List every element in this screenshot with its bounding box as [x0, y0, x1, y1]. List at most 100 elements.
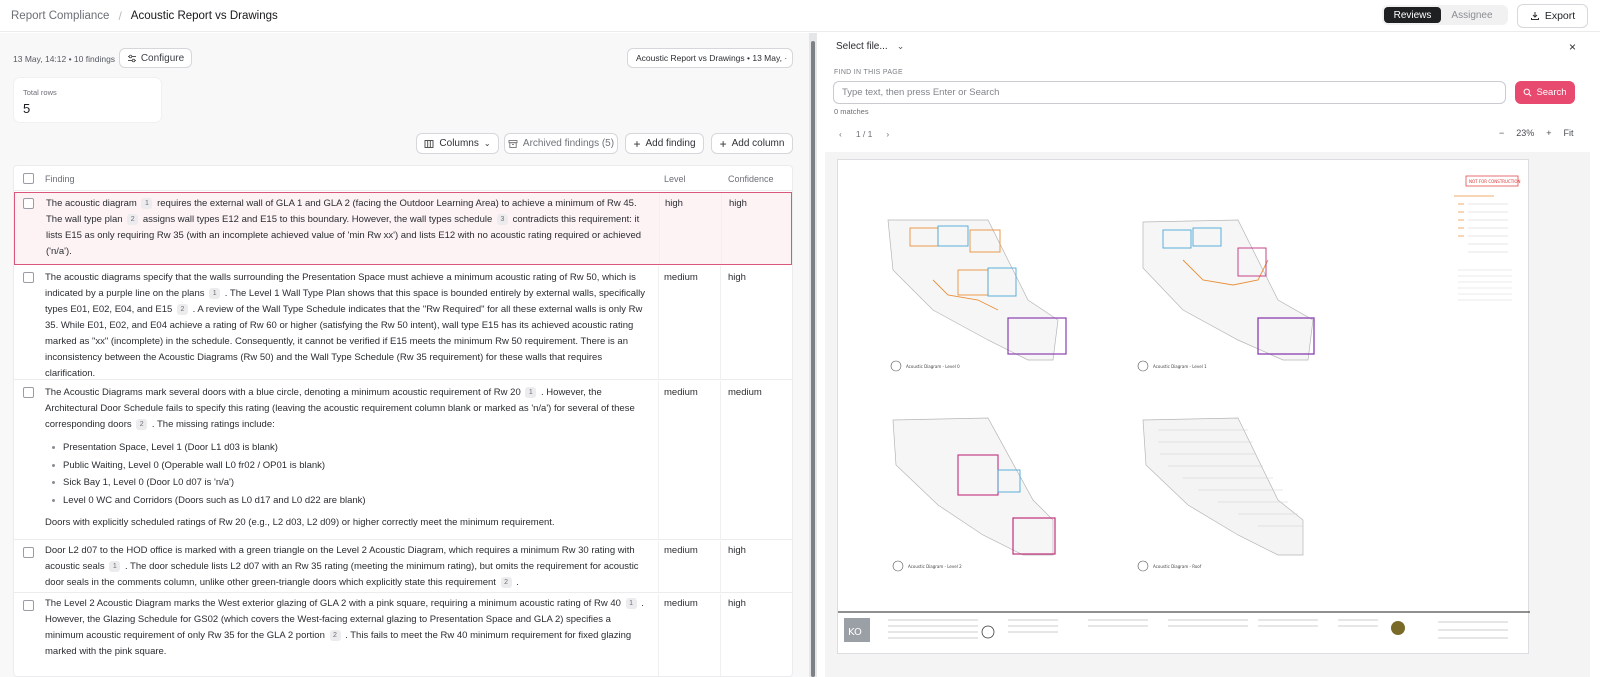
reviews-tab[interactable]: Reviews	[1384, 7, 1441, 23]
missing-ratings-list: Presentation Space, Level 1 (Door L1 d03…	[45, 439, 645, 509]
plus-icon: +	[633, 136, 641, 151]
add-finding-button[interactable]: + Add finding	[625, 133, 704, 154]
findings-table: Finding Level Confidence The acoustic di…	[13, 165, 793, 677]
table-row[interactable]: The acoustic diagram 1 requires the exte…	[14, 192, 792, 265]
configure-button[interactable]: Configure	[119, 48, 192, 68]
find-input[interactable]: Type text, then press Enter or Search	[833, 81, 1506, 104]
row-checkbox[interactable]	[23, 600, 34, 611]
level-value: medium	[664, 272, 698, 283]
table-row[interactable]: The Level 2 Acoustic Diagram marks the W…	[14, 594, 792, 676]
reference-badge[interactable]: 2	[500, 577, 512, 588]
level-value: medium	[664, 545, 698, 556]
finding-text: The acoustic diagrams specify that the w…	[45, 272, 645, 379]
svg-text:Acoustic Diagram - Level 0: Acoustic Diagram - Level 0	[906, 364, 960, 369]
view-toggle: Reviews Assignee	[1382, 5, 1508, 25]
row-checkbox[interactable]	[23, 547, 34, 558]
total-rows-card: Total rows 5	[13, 77, 162, 123]
row-checkbox[interactable]	[23, 198, 34, 209]
plan-level-1: Acoustic Diagram - Level 1	[1137, 219, 1315, 372]
list-item: Presentation Space, Level 1 (Door L1 d03…	[45, 439, 645, 457]
breadcrumb-separator: /	[118, 8, 122, 23]
chevron-down-icon: ⌄	[896, 41, 905, 51]
list-item: Sick Bay 1, Level 0 (Door L0 d07 is 'n/a…	[45, 474, 645, 492]
document-viewer: Select file... ⌄ × FIND IN THIS PAGE Typ…	[817, 33, 1600, 677]
confidence-value: medium	[728, 387, 762, 398]
reference-badge[interactable]: 2	[329, 630, 341, 641]
export-label: Export	[1544, 10, 1576, 22]
search-label: Search	[1536, 87, 1567, 98]
table-row[interactable]: Door L2 d07 to the HOD office is marked …	[14, 541, 792, 593]
column-header-finding[interactable]: Finding	[45, 174, 75, 184]
reference-badge[interactable]: 1	[209, 288, 221, 299]
columns-label: Columns	[439, 138, 479, 149]
reference-badge[interactable]: 2	[127, 214, 139, 225]
plus-icon: +	[719, 136, 727, 151]
add-column-label: Add column	[731, 138, 785, 149]
finding-text: Door L2 d07 to the HOD office is marked …	[45, 545, 639, 588]
archive-icon	[508, 139, 518, 148]
add-column-button[interactable]: + Add column	[711, 133, 793, 154]
close-icon[interactable]: ×	[1569, 40, 1577, 54]
prev-page-icon[interactable]: ‹	[839, 129, 842, 139]
run-meta: 13 May, 14:12 • 10 findings	[13, 54, 116, 64]
zoom-level: 23%	[1516, 128, 1535, 138]
table-row[interactable]: The Acoustic Diagrams mark several doors…	[14, 381, 792, 540]
column-header-level[interactable]: Level	[664, 174, 686, 184]
zoom-in-button[interactable]: +	[1546, 128, 1552, 138]
select-all-checkbox[interactable]	[23, 173, 34, 184]
finding-text: The acoustic diagram 1 requires the exte…	[46, 198, 642, 257]
next-page-icon[interactable]: ›	[886, 129, 890, 139]
file-select[interactable]: Select file... ⌄	[836, 41, 904, 52]
assignee-tab[interactable]: Assignee	[1451, 9, 1493, 21]
chevron-down-icon: ⌄	[483, 139, 491, 148]
reference-badge[interactable]: 1	[141, 198, 153, 209]
list-item: Public Waiting, Level 0 (Operable wall L…	[45, 457, 645, 475]
svg-text:Acoustic Diagram - Level 1: Acoustic Diagram - Level 1	[1153, 364, 1207, 369]
add-finding-label: Add finding	[645, 138, 696, 149]
columns-icon	[424, 139, 434, 148]
acoustic-drawing: Acoustic Diagram - Level 0 Acoustic Diag…	[838, 175, 1530, 642]
archived-findings-label: Archived findings (5)	[522, 138, 615, 149]
total-rows-label: Total rows	[23, 88, 57, 97]
column-header-confidence[interactable]: Confidence	[728, 174, 774, 184]
reference-badge[interactable]: 1	[525, 387, 537, 398]
finding-text: The Level 2 Acoustic Diagram marks the W…	[45, 598, 644, 657]
svg-text:Acoustic Diagram - Level 2: Acoustic Diagram - Level 2	[908, 564, 962, 569]
report-select[interactable]: Acoustic Report vs Drawings • 13 May, ·	[627, 48, 793, 68]
match-count: 0 matches	[834, 107, 869, 116]
table-row[interactable]: The acoustic diagrams specify that the w…	[14, 266, 792, 380]
total-rows-value: 5	[23, 101, 31, 116]
drawing-sheet: Acoustic Diagram - Level 0 Acoustic Diag…	[837, 159, 1530, 654]
fit-button[interactable]: Fit	[1563, 128, 1574, 138]
reference-badge[interactable]: 1	[625, 598, 637, 609]
reference-badge[interactable]: 2	[136, 419, 148, 430]
file-select-label: Select file...	[836, 41, 888, 52]
page-nav: ‹ 1 / 1 ›	[839, 129, 889, 139]
confidence-value: high	[728, 598, 746, 609]
zoom-out-button[interactable]: −	[1499, 128, 1505, 138]
top-bar: Report Compliance / Acoustic Report vs D…	[0, 0, 1600, 32]
plan-level-0: Acoustic Diagram - Level 0	[887, 219, 1067, 372]
findings-panel: 13 May, 14:12 • 10 findings Configure Ac…	[0, 33, 809, 677]
zoom-controls: − 23% + Fit	[1499, 128, 1574, 138]
plan-level-2: Acoustic Diagram - Level 2	[892, 417, 1056, 572]
search-button[interactable]: Search	[1515, 81, 1575, 104]
panel-resize-handle[interactable]	[809, 33, 817, 677]
reference-badge[interactable]: 1	[109, 561, 121, 572]
breadcrumb-root[interactable]: Report Compliance	[11, 9, 110, 22]
columns-button[interactable]: Columns ⌄	[416, 133, 499, 154]
row-checkbox[interactable]	[23, 387, 34, 398]
reference-badge[interactable]: 2	[176, 304, 188, 315]
drawing-logo: KO	[848, 627, 862, 638]
sliders-icon	[127, 54, 136, 62]
drawing-stamp: NOT FOR CONSTRUCTION	[1469, 179, 1521, 184]
page-title: Acoustic Report vs Drawings	[130, 9, 278, 22]
level-value: medium	[664, 387, 698, 398]
reference-badge[interactable]: 3	[496, 214, 508, 225]
document-canvas[interactable]: Acoustic Diagram - Level 0 Acoustic Diag…	[825, 152, 1590, 677]
export-button[interactable]: Export	[1517, 4, 1588, 28]
find-label: FIND IN THIS PAGE	[834, 69, 904, 76]
row-checkbox[interactable]	[23, 272, 34, 283]
archived-findings-button[interactable]: Archived findings (5)	[504, 133, 618, 154]
level-value: high	[665, 198, 683, 209]
